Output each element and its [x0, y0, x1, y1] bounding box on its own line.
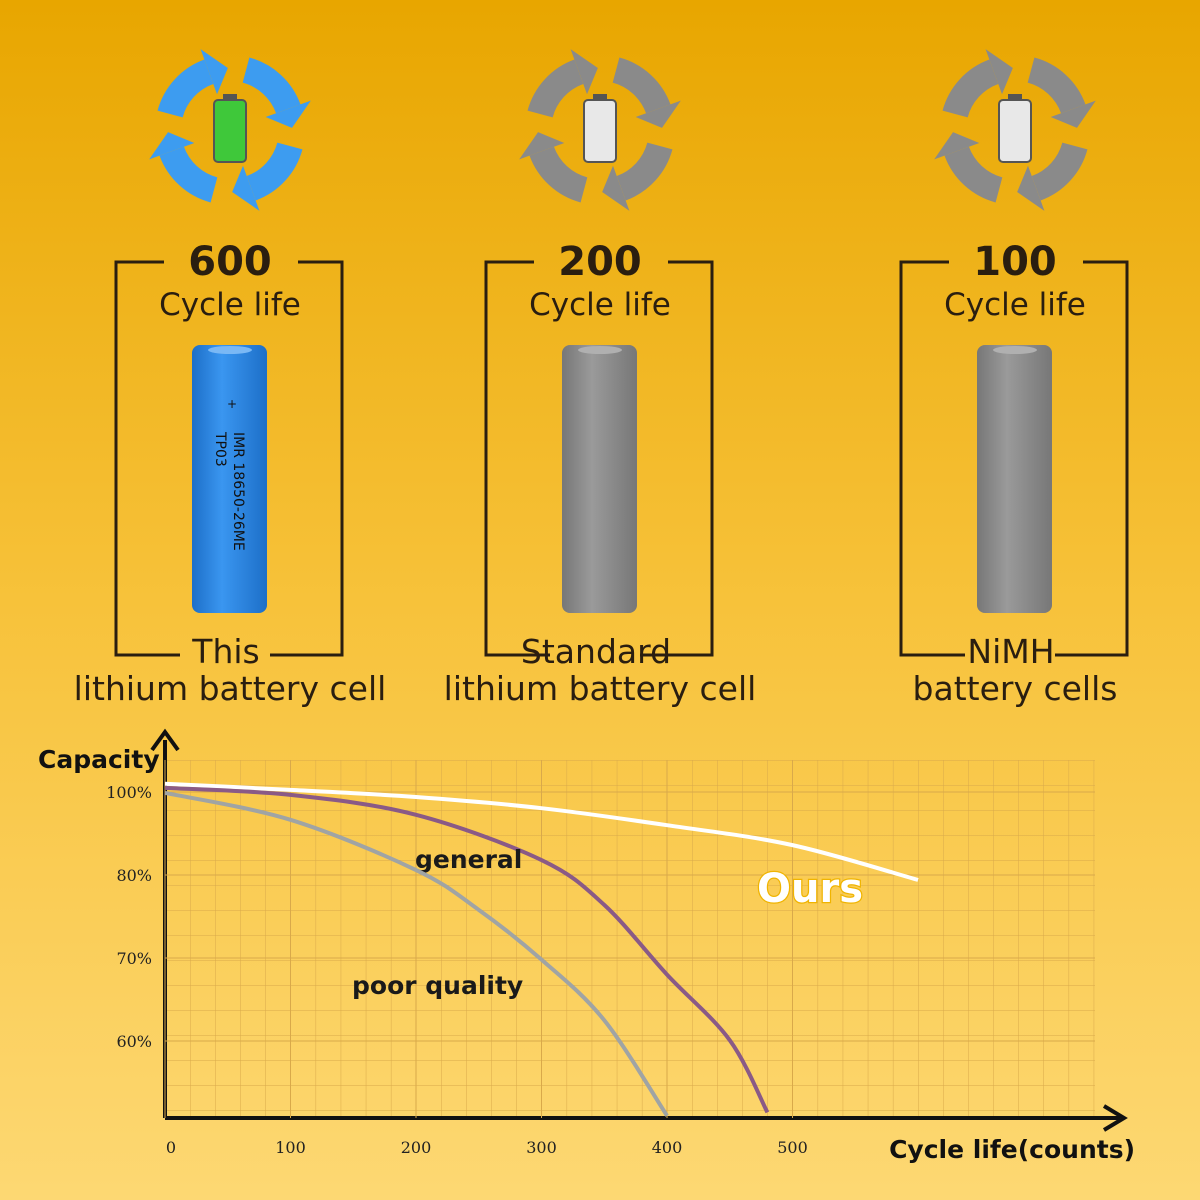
cell-label: Standard	[521, 632, 671, 671]
battery-icon	[583, 99, 617, 163]
cycle-count: 200	[558, 239, 642, 285]
cell-label: NiMH	[967, 632, 1054, 671]
x-axis-label: Cycle life(counts)	[889, 1135, 1135, 1164]
battery-cap	[1008, 94, 1022, 100]
cycle-count: 600	[188, 239, 272, 285]
recycle-icon	[519, 49, 681, 211]
arrow-head	[519, 132, 565, 160]
arrow-arc	[616, 142, 673, 201]
bracket	[114, 260, 344, 657]
battery	[192, 345, 267, 613]
battery-print: TP03	[212, 431, 228, 467]
battery-cap	[593, 94, 607, 100]
arrow-head	[149, 132, 195, 160]
cycle-unit: Cycle life	[159, 287, 301, 323]
series-line	[164, 785, 770, 1114]
arrow-head	[1017, 165, 1045, 211]
arrow-arc	[529, 146, 588, 203]
arrow-head	[200, 49, 228, 95]
x-tick-label: 400	[652, 1138, 683, 1157]
recycle-icon	[934, 49, 1096, 211]
chart: Capacity Cycle life(counts) 100% 80% 70% 60…	[38, 728, 1135, 1164]
battery	[977, 345, 1052, 613]
cycle-unit: Cycle life	[944, 287, 1086, 323]
arrow-head	[602, 165, 630, 211]
battery-icon	[998, 99, 1032, 163]
battery-icon	[213, 99, 247, 163]
battery-top	[578, 346, 622, 354]
grid-pattern	[165, 760, 1095, 1118]
bracket	[484, 260, 714, 657]
x-tick-label: 0	[166, 1138, 176, 1157]
arrow-arc	[942, 59, 999, 118]
x-tick-label: 500	[777, 1138, 808, 1157]
x-axis	[165, 1104, 1128, 1132]
battery-cap	[223, 94, 237, 100]
y-tick-label: 70%	[116, 949, 152, 968]
cell-label: This	[191, 632, 259, 671]
battery-top	[993, 346, 1037, 354]
recycle-icon	[149, 49, 311, 211]
arrow-arc	[612, 57, 671, 114]
series-line	[164, 790, 669, 1117]
cycle-unit: Cycle life	[529, 287, 671, 323]
arrow-arc	[242, 57, 301, 114]
arrow-head	[1050, 100, 1096, 128]
y-tick-label: 80%	[116, 866, 152, 885]
arrow-arc	[944, 146, 1003, 203]
arrow-head	[635, 100, 681, 128]
arrow-head	[570, 49, 598, 95]
y-tick-label: 60%	[116, 1032, 152, 1051]
arrow-arc	[157, 59, 214, 118]
arrow-head	[934, 132, 980, 160]
x-tick-label: 200	[401, 1138, 432, 1157]
series-label: Ours	[757, 866, 863, 912]
battery-print: IMR 18650-26ME	[230, 432, 246, 551]
series-label: general	[415, 845, 522, 874]
arrow-arc	[1027, 57, 1086, 114]
arrow-head	[985, 49, 1013, 95]
arrow-arc	[159, 146, 218, 203]
cell-label: lithium battery cell	[444, 669, 757, 708]
x-tick-label: 100	[275, 1138, 306, 1157]
series-label: poor quality	[352, 971, 523, 1000]
cell-label: battery cells	[913, 669, 1118, 708]
arrow-head	[232, 165, 260, 211]
arrow-head	[265, 100, 311, 128]
cell-label: lithium battery cell	[74, 669, 387, 708]
y-tick-label: 100%	[106, 783, 152, 802]
cycle-count: 100	[973, 239, 1057, 285]
x-tick-label: 300	[526, 1138, 557, 1157]
arrow-arc	[527, 59, 584, 118]
battery-top	[208, 346, 252, 354]
battery-print: +	[227, 397, 237, 411]
arrow-arc	[246, 142, 303, 201]
arrow-arc	[1031, 142, 1088, 201]
battery	[562, 345, 637, 613]
bracket	[899, 260, 1129, 657]
y-axis-label: Capacity	[38, 745, 160, 774]
series-line	[164, 781, 919, 882]
